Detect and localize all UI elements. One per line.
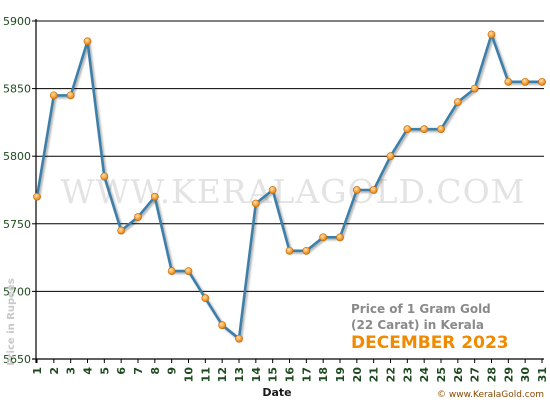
x-tick-label: 21 (368, 367, 381, 382)
x-tick-label: 27 (469, 367, 482, 382)
x-tick-label: 10 (183, 367, 196, 383)
x-tick-label: 24 (418, 367, 431, 383)
data-point-24 (420, 125, 429, 134)
data-point-2 (49, 91, 58, 100)
data-point-16 (285, 246, 294, 255)
x-tick-label: 22 (385, 367, 398, 382)
data-point-31 (538, 77, 546, 86)
credit-text: © www.KeralaGold.com (437, 390, 544, 400)
y-tick-label: 5800 (3, 150, 31, 163)
data-point-14 (251, 199, 260, 208)
data-point-25 (437, 125, 445, 134)
x-tick-label: 9 (166, 367, 179, 375)
x-tick-label: 5 (98, 367, 111, 375)
y-tick-label: 5750 (3, 218, 31, 231)
x-tick-label: 18 (317, 367, 330, 382)
x-tick-label: 31 (536, 367, 549, 382)
watermark-text: WWW.KERALAGOLD.COM (61, 172, 526, 211)
x-tick-label: 19 (334, 367, 347, 382)
data-point-19 (336, 233, 344, 242)
caption-line-1: Price of 1 Gram Gold (351, 302, 491, 316)
y-tick-label: 5850 (3, 83, 31, 96)
data-point-18 (319, 233, 328, 242)
x-tick-label: 26 (452, 367, 465, 383)
x-tick-label: 28 (486, 367, 499, 382)
x-tick-label: 16 (284, 367, 297, 383)
x-tick-label: 30 (519, 367, 532, 383)
x-tick-label: 17 (300, 367, 313, 382)
data-point-23 (403, 125, 412, 134)
data-point-21 (369, 186, 378, 194)
data-point-7 (134, 213, 142, 221)
data-point-13 (235, 334, 243, 343)
y-tick-label: 5700 (3, 285, 31, 298)
x-tick-label: 7 (132, 367, 145, 375)
x-tick-label: 6 (115, 367, 128, 375)
data-point-29 (504, 77, 513, 86)
data-point-6 (117, 226, 126, 235)
x-tick-label: 4 (82, 367, 95, 375)
x-tick-label: 8 (149, 367, 162, 375)
data-point-3 (66, 91, 75, 100)
x-axis-title: Date (262, 386, 291, 399)
data-point-17 (302, 246, 311, 255)
y-tick-label: 5900 (3, 15, 31, 28)
x-tick-label: 12 (216, 367, 229, 382)
x-tick-label: 23 (401, 367, 414, 382)
x-tick-label: 25 (435, 367, 448, 382)
y-axis-title: Price in Rupees (6, 278, 17, 365)
data-point-8 (150, 192, 159, 201)
data-point-27 (470, 84, 479, 93)
data-point-1 (33, 192, 41, 201)
x-tick-label: 2 (48, 367, 61, 375)
x-tick-label: 29 (502, 367, 515, 382)
data-point-9 (167, 267, 176, 276)
caption-month: DECEMBER 2023 (351, 333, 509, 353)
x-tick-label: 1 (31, 367, 44, 375)
data-point-26 (453, 98, 462, 107)
y-tick-label: 5650 (3, 353, 31, 366)
data-point-15 (268, 186, 277, 194)
x-tick-label: 20 (351, 367, 364, 383)
data-point-4 (83, 37, 92, 46)
x-tick-label: 3 (65, 367, 78, 375)
data-point-10 (184, 267, 193, 276)
x-tick-label: 11 (199, 367, 212, 382)
data-point-20 (352, 186, 361, 194)
x-tick-label: 13 (233, 367, 246, 382)
data-point-12 (218, 321, 227, 330)
data-point-30 (521, 77, 530, 86)
x-tick-label: 15 (267, 367, 280, 382)
data-point-11 (201, 294, 210, 303)
data-point-22 (386, 152, 395, 161)
caption-line-2: (22 Carat) in Kerala (351, 318, 484, 332)
x-tick-label: 14 (250, 367, 263, 383)
data-point-28 (487, 30, 496, 39)
data-point-5 (100, 172, 109, 181)
